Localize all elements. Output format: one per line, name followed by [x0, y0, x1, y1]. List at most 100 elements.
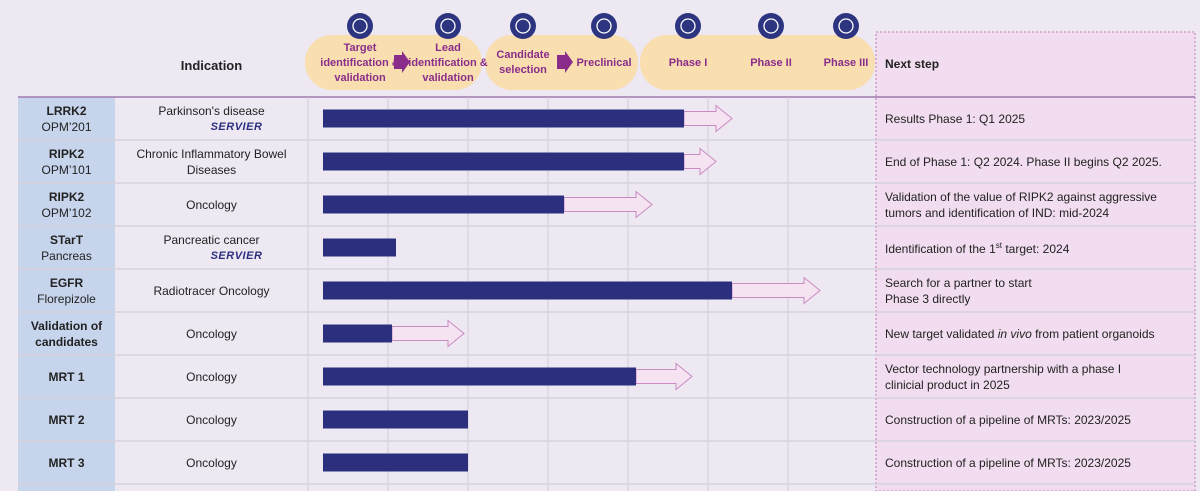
row-name-cell: MRT 3 — [18, 441, 115, 484]
stage-icon-ring — [596, 18, 612, 34]
stage-icon — [347, 13, 373, 39]
partner-logo: SERVIER — [210, 120, 263, 133]
progress-bar — [323, 238, 396, 257]
stage-icon — [510, 13, 536, 39]
stage-icon-ring — [515, 18, 531, 34]
indication: Oncology — [186, 412, 237, 427]
next-step-cell: Construction of a pipeline of MRTs: 2023… — [876, 398, 1195, 441]
stage-icon — [833, 13, 859, 39]
pill — [640, 35, 875, 90]
indication: Radiotracer Oncology — [153, 283, 270, 298]
indication: Oncology — [186, 326, 237, 341]
row-name-cell: STarT Pancreas — [18, 226, 115, 269]
row-name-cell: MRT 1 — [18, 355, 115, 398]
stage-icon-ring — [838, 18, 854, 34]
row-name: RIPK2 — [48, 189, 85, 204]
stage-label: Lead identification & validation — [408, 41, 488, 84]
row-name-cell: EGFR Florepizole — [18, 269, 115, 312]
row-name: STarT — [49, 232, 84, 247]
row-name: LRRK2 — [46, 103, 87, 118]
indication-cell: Oncology — [115, 355, 308, 398]
indication: Oncology — [186, 455, 237, 470]
next-step-cell: New target validated in vivo from patien… — [876, 312, 1195, 355]
stage-icon-ring — [680, 18, 696, 34]
progress-bar — [323, 195, 564, 214]
row-name-cell: MRT 2 — [18, 398, 115, 441]
indication-header: Indication — [180, 57, 243, 73]
stage-icon — [591, 13, 617, 39]
stage-icon-ring — [440, 18, 456, 34]
partner-logo: SERVIER — [210, 249, 263, 262]
row-code: OPM’201 — [41, 119, 92, 134]
stage-label: Target identification & validation — [320, 41, 400, 84]
row-code: Florepizole — [37, 291, 96, 306]
stage-icon — [758, 13, 784, 39]
progress-bar — [323, 109, 684, 128]
next-step-text: Search for a partner to start — [885, 275, 1032, 290]
next-step-cell: Construction of a pipeline of MRTs: 2023… — [876, 441, 1195, 484]
stage-arrow — [557, 51, 573, 73]
next-step-text: Validation of the value of RIPK2 against… — [885, 189, 1157, 204]
indication: Chronic Inflammatory Bowel Diseases — [136, 146, 287, 177]
row-name-cell: RIPK2 OPM’101 — [18, 140, 115, 183]
row-code: OPM’102 — [41, 205, 92, 220]
next-step-text: Identification of the 1st target: 2024 — [885, 238, 1195, 257]
indication: Pancreatic cancer — [163, 232, 260, 247]
indication-cell: Pancreatic cancer SERVIER — [115, 226, 308, 269]
stage-icon — [675, 13, 701, 39]
indication-cell: Oncology — [115, 398, 308, 441]
next-step-segment: from patient organoids — [1031, 326, 1155, 341]
row-name: MRT 1 — [48, 369, 85, 384]
next-step-segment: target: 2024 — [1001, 242, 1070, 256]
next-step-text: tumors and identification of IND: mid-20… — [885, 205, 1110, 220]
next-step-cell: Identification of the 1st target: 2024 — [876, 226, 1195, 269]
row-name-cell: LRRK2 OPM’201 — [18, 97, 115, 140]
progress-arrow — [635, 362, 693, 391]
stage-label: Phase II — [750, 56, 792, 69]
row-name: MRT 3 — [48, 455, 85, 470]
progress-arrow — [563, 190, 653, 219]
next-step-text: Construction of a pipeline of MRTs: 2023… — [885, 455, 1131, 470]
next-step-text: Phase 3 directly — [885, 291, 971, 306]
indication: Oncology — [186, 369, 237, 384]
next-step-text: clinicial product in 2025 — [885, 377, 1010, 392]
next-step-segment: st — [995, 241, 1002, 250]
indication: Oncology — [186, 197, 237, 212]
row-name-cell: Validation of candidates — [18, 312, 115, 355]
row-code: Pancreas — [41, 248, 92, 263]
progress-arrow — [683, 104, 733, 133]
name-column — [18, 97, 115, 491]
progress-bar — [323, 324, 392, 343]
indication-cell: Parkinson's disease SERVIER — [115, 97, 308, 140]
progress-bar — [323, 410, 468, 429]
next-step-text: End of Phase 1: Q2 2024. Phase II begins… — [885, 154, 1162, 169]
stage-icon-ring — [352, 18, 368, 34]
stage-label: Phase III — [823, 56, 869, 69]
row-name: Validation of candidates — [30, 318, 103, 349]
row-name: MRT 2 — [48, 412, 85, 427]
next-step-panel — [875, 31, 1196, 491]
next-step-cell: End of Phase 1: Q2 2024. Phase II begins… — [876, 140, 1195, 183]
pill — [305, 35, 482, 90]
stage-label: Preclinical — [576, 56, 632, 69]
progress-bar — [323, 367, 636, 386]
progress-bar — [323, 453, 468, 472]
stage-arrow — [394, 51, 410, 73]
next-step-segment: New target validated — [885, 326, 998, 341]
indication-cell: Radiotracer Oncology — [115, 269, 308, 312]
stage-label: Candidate selection — [496, 49, 550, 76]
progress-bar — [323, 281, 732, 300]
next-step-segment: Identification of the 1 — [885, 242, 996, 256]
indication-cell: Oncology — [115, 312, 308, 355]
stage-label: Phase I — [668, 56, 708, 69]
row-name-cell: RIPK2 OPM’102 — [18, 183, 115, 226]
next-step-text: New target validated in vivo from patien… — [885, 326, 1195, 342]
next-step-cell: Results Phase 1: Q1 2025 — [876, 97, 1195, 140]
progress-arrow — [731, 276, 821, 305]
row-code: OPM’101 — [41, 162, 92, 177]
indication-cell: Chronic Inflammatory Bowel Diseases — [115, 140, 308, 183]
next-step-text: Results Phase 1: Q1 2025 — [885, 111, 1026, 126]
next-step-segment: in vivo — [997, 326, 1032, 341]
